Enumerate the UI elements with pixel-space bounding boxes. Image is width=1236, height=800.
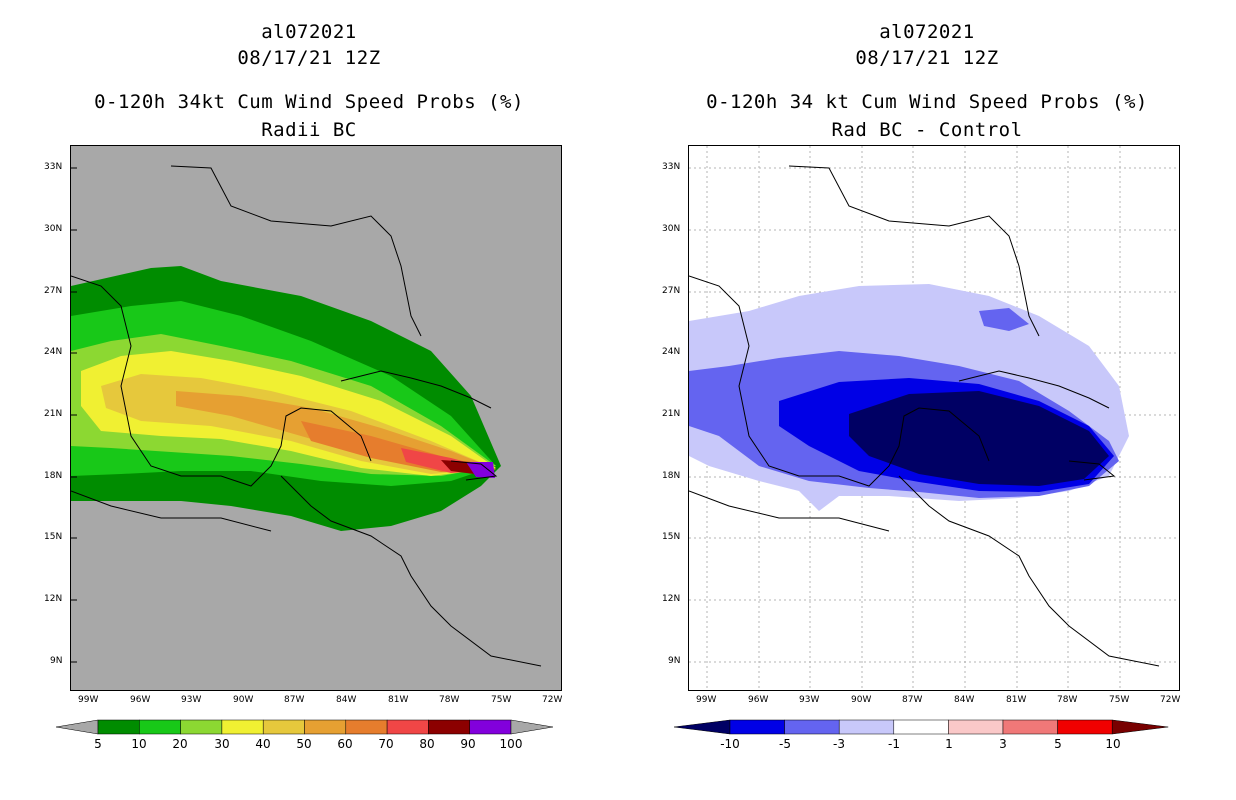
left-lat-ticks xyxy=(71,167,77,663)
left-colorbar-swatch xyxy=(386,719,429,735)
left-colorbar-swatch xyxy=(469,719,512,735)
cbar-label: 10 xyxy=(131,737,147,751)
lat-label: 24N xyxy=(662,347,681,357)
right-colorbar-over-arrow xyxy=(1111,719,1169,735)
left-colorbar-swatch xyxy=(428,719,470,735)
lat-label: 9N xyxy=(668,656,681,666)
cbar-label: 10 xyxy=(1105,737,1121,751)
left-map[interactable] xyxy=(70,145,562,691)
lon-label: 99W xyxy=(696,695,717,705)
lon-label: 81W xyxy=(1006,695,1027,705)
lon-label: 84W xyxy=(954,695,975,705)
left-colorbar-swatch xyxy=(221,719,264,735)
lon-label: 72W xyxy=(542,695,563,705)
lon-label: 87W xyxy=(284,695,305,705)
lon-label: 93W xyxy=(799,695,820,705)
right-coastlines xyxy=(689,165,1160,667)
cbar-label: 80 xyxy=(419,737,435,751)
cbar-label: 60 xyxy=(337,737,353,751)
left-colorbar xyxy=(56,719,554,735)
lat-label: 30N xyxy=(44,224,63,234)
right-subtitle: Rad BC - Control xyxy=(831,119,1023,141)
right-storm-id: al072021 xyxy=(879,21,975,43)
left-subtitle: Radii BC xyxy=(261,119,357,141)
cbar-label: 70 xyxy=(378,737,394,751)
lat-label: 33N xyxy=(44,162,63,172)
right-colorbar-under-arrow xyxy=(674,719,731,735)
lat-label: 27N xyxy=(662,286,681,296)
diff-band-minus3-patch xyxy=(979,308,1029,331)
left-date: 08/17/21 12Z xyxy=(237,47,381,69)
lat-label: 21N xyxy=(44,409,63,419)
cbar-label: -1 xyxy=(888,737,900,751)
lon-label: 81W xyxy=(388,695,409,705)
cbar-label: 100 xyxy=(499,737,523,751)
left-title: 0-120h 34kt Cum Wind Speed Probs (%) xyxy=(94,91,524,113)
left-coastlines xyxy=(71,165,542,667)
lat-label: 15N xyxy=(662,532,681,542)
left-storm-id: al072021 xyxy=(261,21,357,43)
left-colorbar-swatch xyxy=(139,719,181,735)
cbar-label: 90 xyxy=(460,737,476,751)
right-colorbar-swatch xyxy=(838,719,895,735)
lat-label: 12N xyxy=(662,594,681,604)
cbar-label: 3 xyxy=(999,737,1007,751)
right-colorbar xyxy=(674,719,1169,735)
left-colorbar-swatch xyxy=(180,719,223,735)
cbar-label: -10 xyxy=(720,737,740,751)
lon-label: 78W xyxy=(439,695,460,705)
lat-label: 21N xyxy=(662,409,681,419)
right-colorbar-swatch xyxy=(893,719,949,735)
right-colorbar-swatch xyxy=(729,719,785,735)
lat-label: 18N xyxy=(662,471,681,481)
cbar-label: 5 xyxy=(1054,737,1062,751)
right-colorbar-swatch xyxy=(784,719,840,735)
lon-label: 99W xyxy=(78,695,99,705)
lon-label: 84W xyxy=(336,695,357,705)
right-colorbar-swatch xyxy=(1057,719,1113,735)
lat-label: 33N xyxy=(662,162,681,172)
lat-label: 9N xyxy=(50,656,63,666)
right-panel: al072021 08/17/21 12Z 0-120h 34 kt Cum W… xyxy=(618,0,1236,800)
prob-band-90 xyxy=(466,462,495,478)
diff-band-minus10 xyxy=(849,391,1109,486)
cbar-label: 30 xyxy=(214,737,230,751)
lon-label: 72W xyxy=(1160,695,1181,705)
lat-label: 27N xyxy=(44,286,63,296)
lon-label: 87W xyxy=(902,695,923,705)
lat-label: 15N xyxy=(44,532,63,542)
right-date: 08/17/21 12Z xyxy=(855,47,999,69)
cbar-label: -5 xyxy=(779,737,791,751)
left-colorbar-swatch xyxy=(304,719,347,735)
lat-label: 24N xyxy=(44,347,63,357)
right-title: 0-120h 34 kt Cum Wind Speed Probs (%) xyxy=(706,91,1148,113)
lat-label: 30N xyxy=(662,224,681,234)
lon-label: 90W xyxy=(851,695,872,705)
cbar-label: 1 xyxy=(945,737,953,751)
right-colorbar-swatch xyxy=(948,719,1004,735)
cbar-label: 20 xyxy=(172,737,188,751)
lon-label: 93W xyxy=(181,695,202,705)
left-colorbar-under-arrow xyxy=(56,719,99,735)
right-colorbar-swatch xyxy=(1002,719,1058,735)
cbar-label: 5 xyxy=(94,737,102,751)
left-colorbar-swatch xyxy=(97,719,140,735)
lat-label: 12N xyxy=(44,594,63,604)
left-colorbar-swatch xyxy=(345,719,388,735)
cbar-label: 40 xyxy=(255,737,271,751)
cbar-label: 50 xyxy=(296,737,312,751)
left-panel: al072021 08/17/21 12Z 0-120h 34kt Cum Wi… xyxy=(44,21,563,751)
lon-label: 96W xyxy=(748,695,769,705)
left-colorbar-over-arrow xyxy=(510,719,554,735)
cbar-label: -3 xyxy=(833,737,845,751)
lon-label: 78W xyxy=(1057,695,1078,705)
left-colorbar-swatch xyxy=(262,719,305,735)
lon-label: 90W xyxy=(233,695,254,705)
right-map[interactable] xyxy=(688,145,1180,691)
lon-label: 75W xyxy=(1109,695,1130,705)
lat-label: 18N xyxy=(44,471,63,481)
lon-label: 75W xyxy=(491,695,512,705)
lon-label: 96W xyxy=(130,695,151,705)
